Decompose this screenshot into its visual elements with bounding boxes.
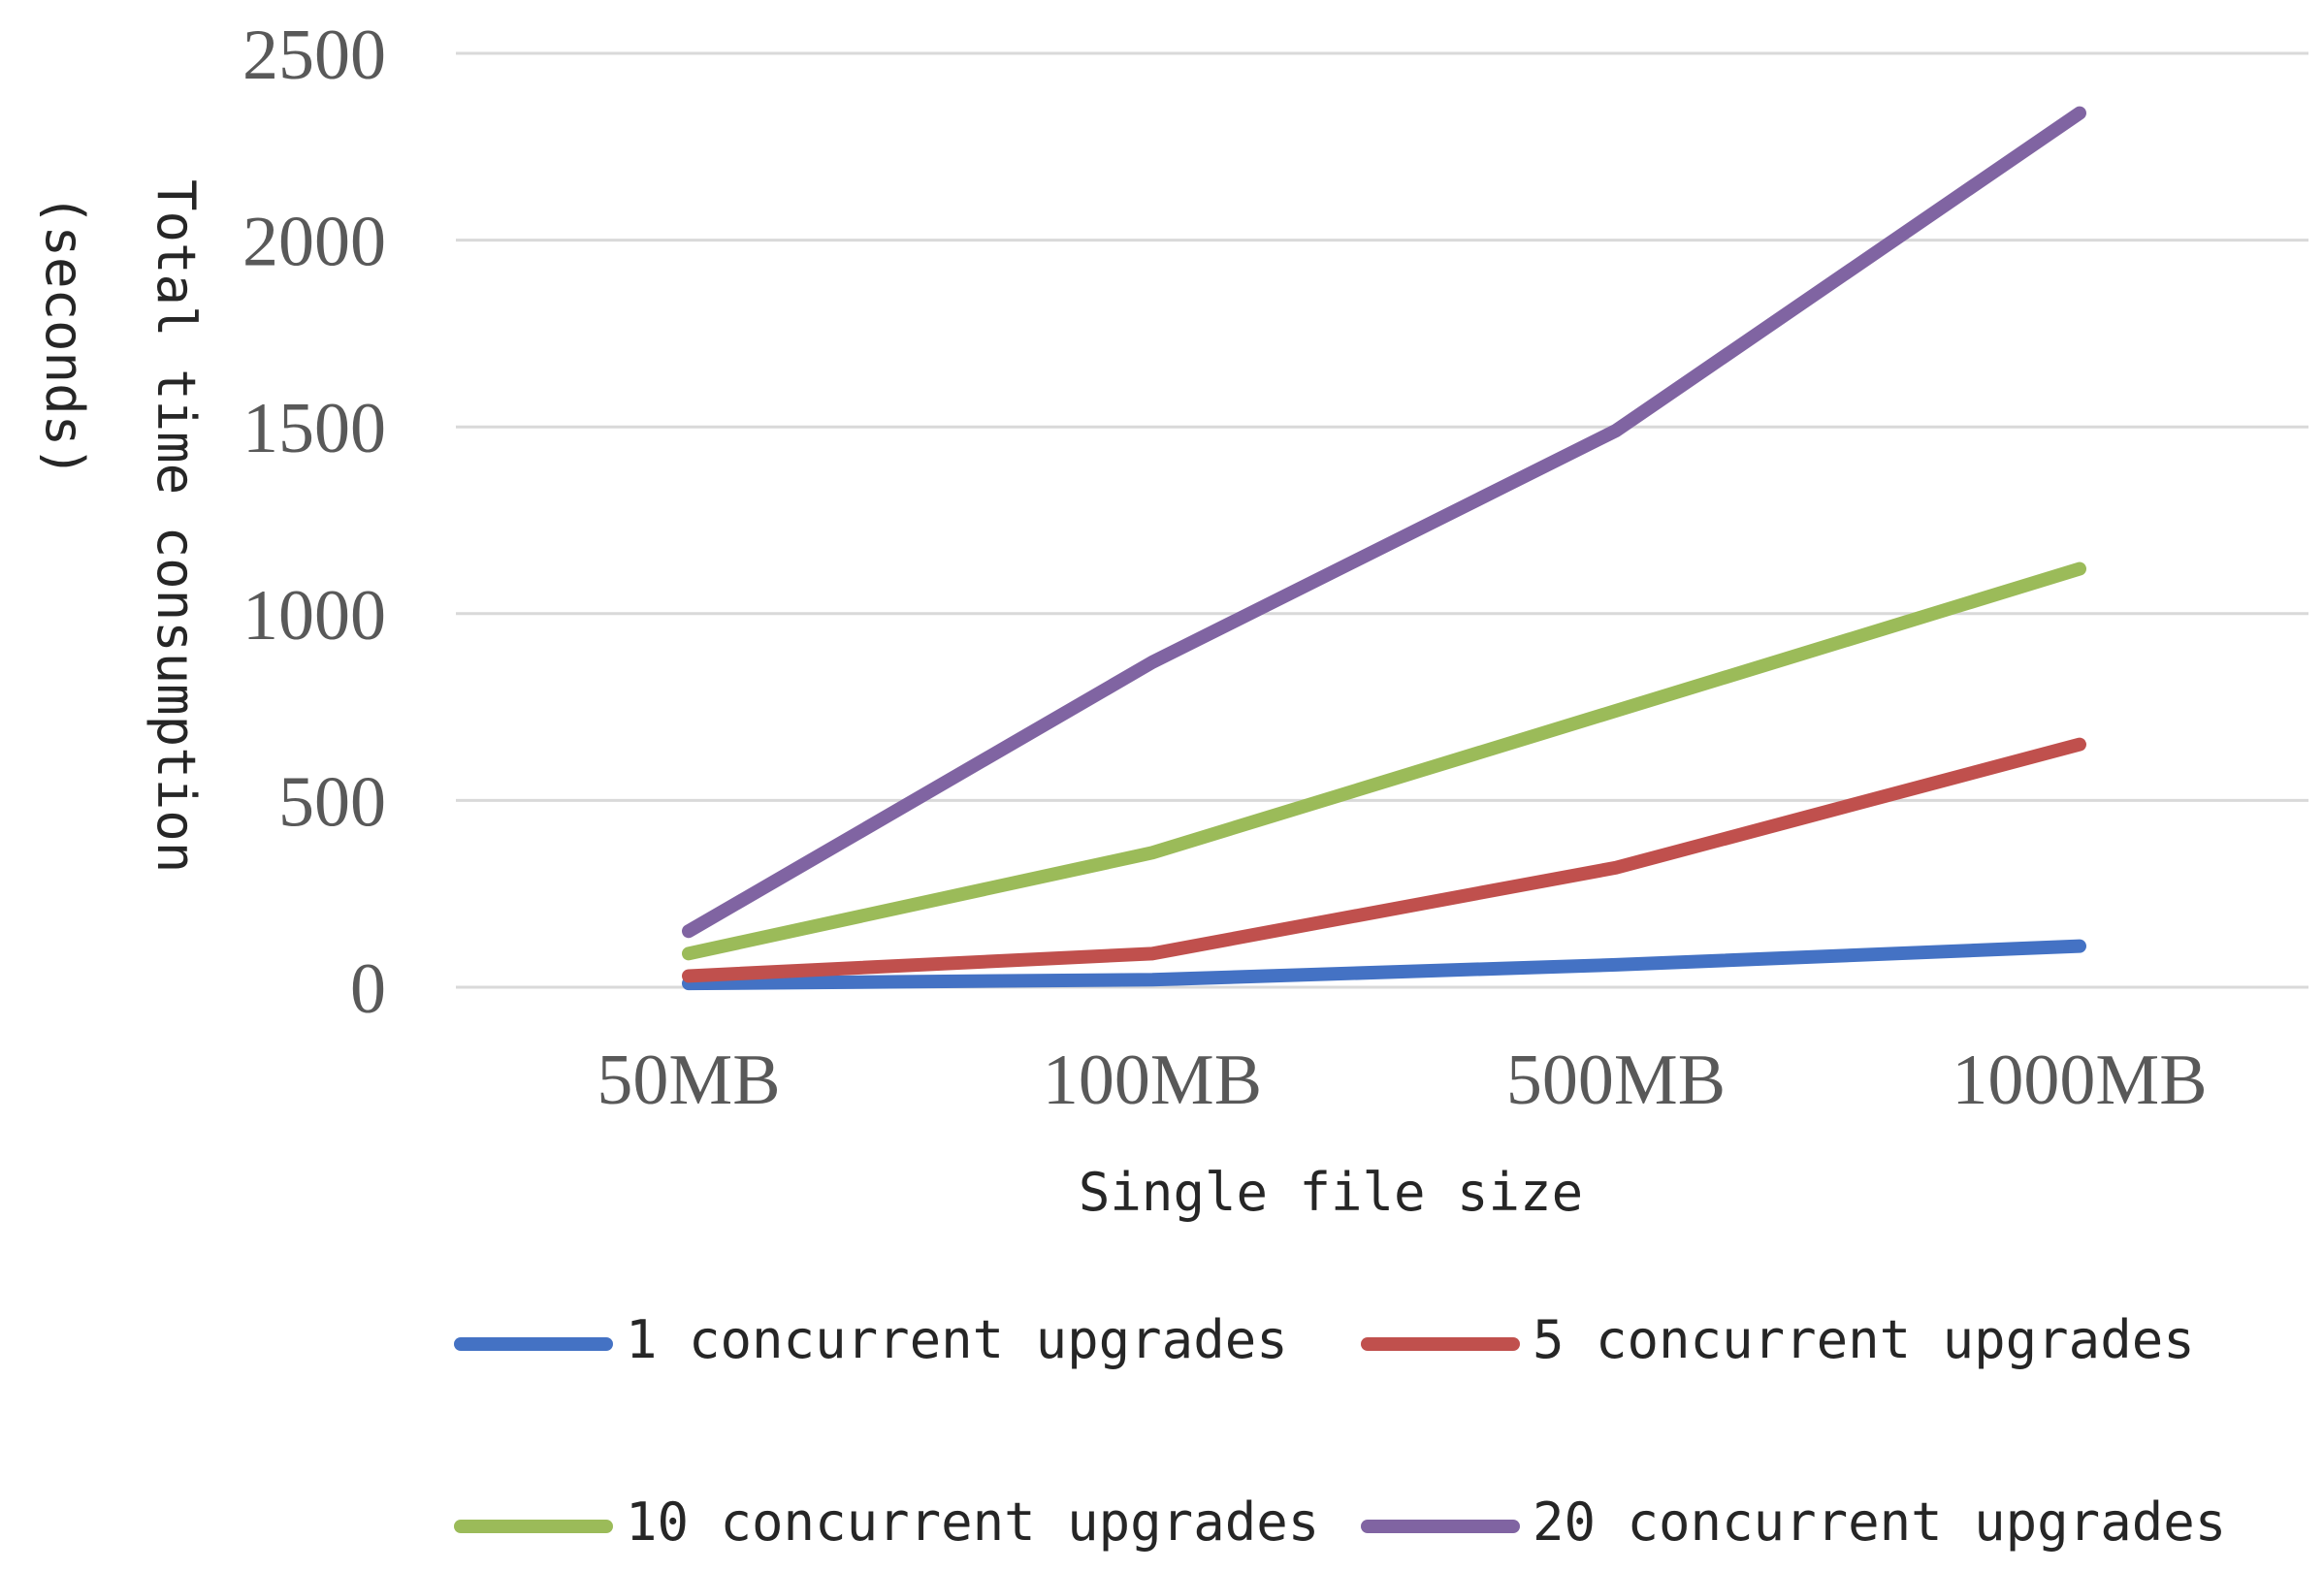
legend-label-4: 20 concurrent upgrades	[1533, 1491, 2226, 1553]
y-tick-label: 2500	[242, 16, 386, 95]
series-line-1	[682, 939, 2086, 991]
y-tick-label: 1000	[242, 576, 386, 656]
y-axis-ticks: 0 500 1000 1500 2000 2500	[242, 16, 386, 1029]
gridlines	[456, 51, 2308, 989]
y-tick-label: 1500	[242, 389, 386, 468]
series-lines	[682, 106, 2086, 991]
legend: 1 concurrent upgrades 5 concurrent upgrad…	[454, 1309, 2226, 1553]
x-tick-label: 100MB	[1043, 1041, 1262, 1120]
y-tick-label: 0	[350, 949, 386, 1029]
y-tick-label: 2000	[242, 203, 386, 282]
series-line-4	[682, 106, 2086, 939]
series-line-3	[682, 561, 2086, 961]
y-tick-label: 500	[278, 762, 386, 842]
x-axis-ticks: 50MB 100MB 500MB 1000MB	[597, 1041, 2207, 1120]
x-tick-label: 50MB	[597, 1041, 780, 1120]
x-tick-label: 1000MB	[1952, 1041, 2207, 1120]
series-line-2	[682, 737, 2086, 983]
x-tick-label: 500MB	[1506, 1041, 1726, 1120]
x-axis-title: Single file size	[1079, 1162, 1583, 1223]
legend-label-3: 10 concurrent upgrades	[626, 1491, 1319, 1553]
legend-label-2: 5 concurrent upgrades	[1533, 1309, 2195, 1370]
legend-label-1: 1 concurrent upgrades	[626, 1309, 1288, 1370]
y-axis-title-line2: (seconds)	[34, 194, 95, 478]
y-axis-title-line1: Total time consumption	[145, 179, 207, 873]
